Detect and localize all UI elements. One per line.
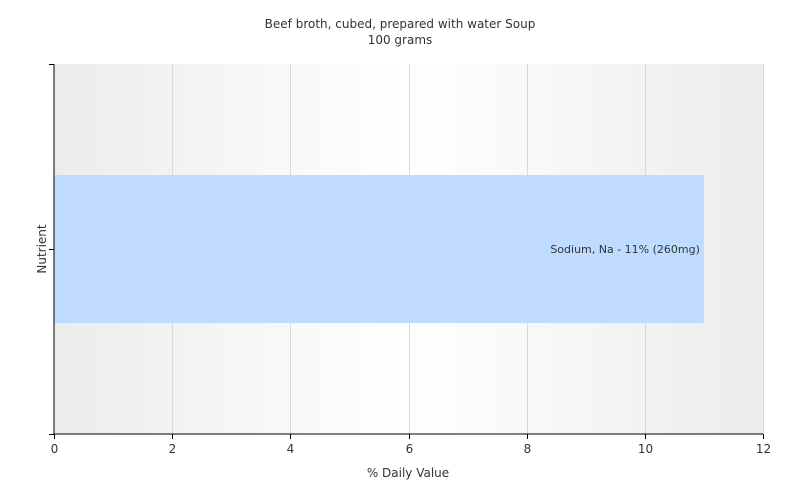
chart-title: Beef broth, cubed, prepared with water S…: [265, 17, 536, 31]
bars: Sodium, Na - 11% (260mg): [54, 175, 704, 323]
y-axis-label: Nutrient: [35, 224, 49, 274]
bar-sodium-na: [54, 175, 704, 323]
x-axis-label: % Daily Value: [367, 466, 449, 480]
x-tick-label: 12: [756, 442, 771, 456]
bar-data-label: Sodium, Na - 11% (260mg): [550, 243, 700, 256]
x-tick-label: 6: [406, 442, 414, 456]
x-tick-label: 8: [524, 442, 532, 456]
x-axis-ticks: 0 2 4 6 8 10 12: [51, 434, 771, 456]
x-tick-label: 0: [51, 442, 59, 456]
x-tick-label: 2: [169, 442, 177, 456]
chart-subtitle: 100 grams: [368, 33, 433, 47]
y-axis-ticks: [49, 64, 54, 435]
x-tick-label: 10: [638, 442, 653, 456]
x-tick-label: 4: [287, 442, 295, 456]
